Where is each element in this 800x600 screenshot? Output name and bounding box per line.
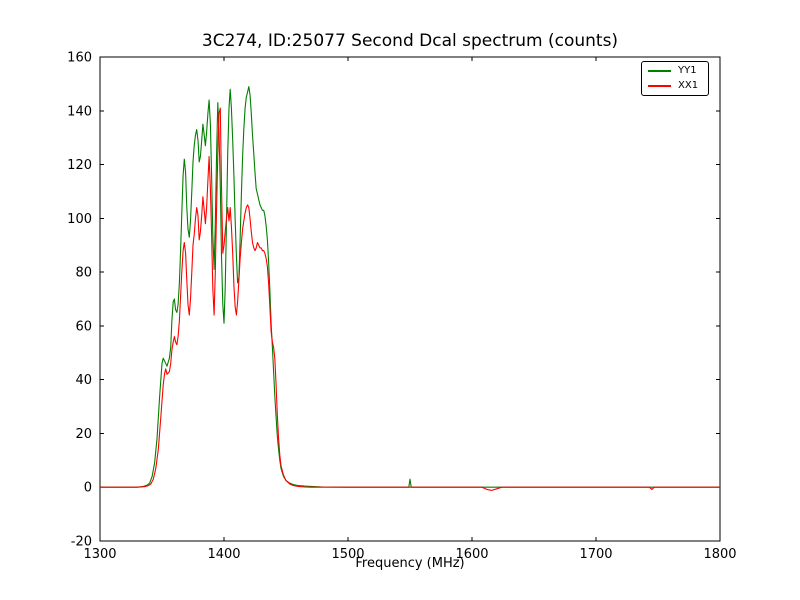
legend-entry-yy1: YY1 (648, 66, 702, 76)
chart-title: 3C274, ID:25077 Second Dcal spectrum (co… (201, 31, 619, 51)
x-tick-label: 1600 (455, 547, 488, 562)
x-tick-label: 1400 (207, 547, 240, 562)
xx1-line-swatch (648, 85, 671, 87)
axes-frame (99, 56, 721, 542)
series-line-xx1 (100, 107, 720, 491)
legend: YY1 XX1 (641, 61, 709, 96)
y-tick-label: 20 (75, 427, 92, 442)
y-tick-label: 160 (67, 51, 92, 66)
legend-label-yy1: YY1 (678, 65, 697, 76)
y-tick-label: -20 (71, 535, 92, 550)
x-tick-label: 1500 (331, 547, 364, 562)
x-axis-label: Frequency (MHz) (355, 556, 465, 571)
yy1-line-swatch (648, 70, 671, 72)
legend-label-xx1: XX1 (678, 80, 699, 91)
x-tick-label: 1700 (579, 547, 612, 562)
series-line-yy1 (100, 86, 720, 488)
y-tick-label: 60 (75, 319, 92, 334)
y-tick-label: 40 (75, 373, 92, 388)
x-tick-label: 1800 (703, 547, 736, 562)
y-tick-label: 140 (67, 104, 92, 119)
y-tick-label: 120 (67, 158, 92, 173)
y-tick-label: 100 (67, 212, 92, 227)
legend-entry-xx1: XX1 (648, 81, 702, 91)
x-tick-label: 1300 (83, 547, 116, 562)
y-tick-label: 80 (75, 266, 92, 281)
y-tick-label: 0 (84, 481, 92, 496)
